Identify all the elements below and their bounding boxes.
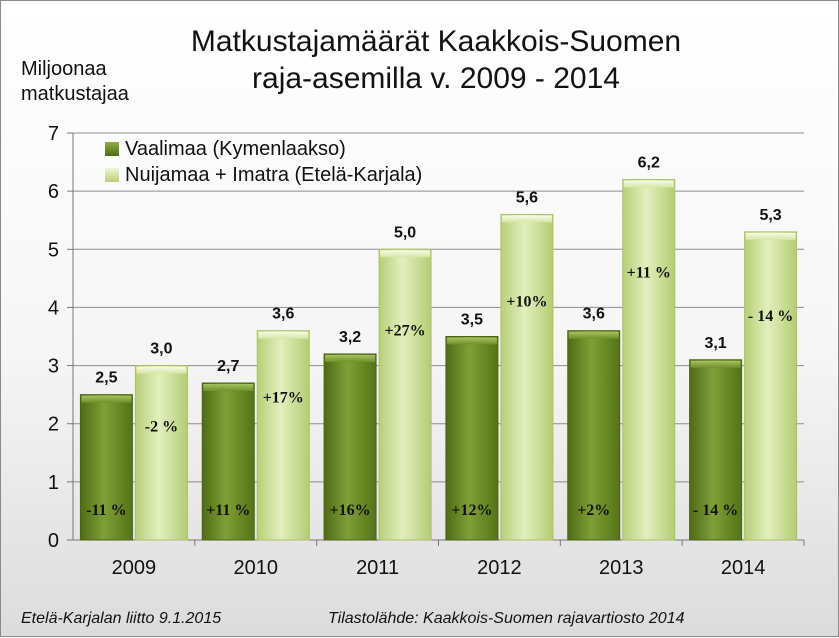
y-tick-label-2: 2 (48, 414, 59, 436)
bar-bevel-nuijamaa-imatra-2009 (136, 366, 187, 374)
value-label-vaalimaa-2013: 3,6 (583, 306, 605, 323)
chart-title-line1: Matkustajamäärät Kaakkois-Suomen (190, 25, 682, 58)
x-tick-label-2012: 2012 (477, 557, 522, 579)
bar-nuijamaa-imatra-2013 (622, 179, 676, 541)
bar-vaalimaa-2013 (567, 330, 621, 541)
change-label-vaalimaa-2012: +12% (451, 502, 492, 519)
bar-bevel-nuijamaa-imatra-2012 (501, 215, 552, 223)
bar-vaalimaa-2010 (201, 382, 255, 541)
value-label-vaalimaa-2009: 2,5 (95, 370, 117, 387)
x-tick-label-2014: 2014 (721, 557, 766, 579)
chart-title-line2: raja-asemilla v. 2009 - 2014 (252, 62, 620, 95)
bar-bevel-vaalimaa-2011 (325, 354, 376, 362)
bar-bevel-vaalimaa-2009 (81, 395, 132, 403)
y-tick-label-7: 7 (48, 123, 59, 145)
value-label-nuijamaa-imatra-2010: 3,6 (272, 306, 294, 323)
grid-layer: 0 1 2 3 4 5 6 7 (48, 123, 805, 552)
y-axis-unit-label: Miljoonaa matkustajaa (21, 57, 129, 107)
y-tick-label-3: 3 (48, 356, 59, 378)
legend-label-nuijamaa-imatra: Nuijamaa + Imatra (Etelä-Karjala) (125, 163, 423, 186)
bar-bevel-vaalimaa-2010 (203, 384, 254, 392)
change-label-vaalimaa-2010: +11 % (206, 502, 250, 519)
value-label-nuijamaa-imatra-2013: 6,2 (638, 155, 660, 172)
bar-bevel-vaalimaa-2013 (568, 331, 619, 339)
change-label-nuijamaa-imatra-2014: - 14 % (748, 308, 793, 325)
value-label-nuijamaa-imatra-2012: 5,6 (516, 189, 538, 206)
legend-item-nuijamaa-imatra: Nuijamaa + Imatra (Etelä-Karjala) (105, 162, 422, 188)
value-label-vaalimaa-2012: 3,5 (461, 312, 483, 329)
y-tick-label-0: 0 (48, 530, 59, 552)
bar-layer (79, 179, 798, 541)
legend-label-vaalimaa: Vaalimaa (Kymenlaakso) (125, 137, 346, 160)
bar-bevel-nuijamaa-imatra-2014 (745, 232, 796, 240)
value-label-nuijamaa-imatra-2014: 5,3 (759, 207, 781, 224)
legend-swatch-vaalimaa (105, 142, 119, 156)
footer-statistics-source: Tilastolähde: Kaakkois-Suomen rajavartio… (328, 610, 685, 627)
value-label-vaalimaa-2014: 3,1 (704, 335, 726, 352)
change-label-nuijamaa-imatra-2009: -2 % (145, 419, 178, 436)
y-axis-unit-line1: Miljoonaa (21, 58, 107, 80)
value-label-nuijamaa-imatra-2009: 3,0 (150, 341, 172, 358)
bar-vaalimaa-2009 (79, 394, 133, 541)
y-tick-label-1: 1 (48, 472, 59, 494)
chart-title: Matkustajamäärät Kaakkois-Suomen raja-as… (111, 23, 761, 97)
change-label-nuijamaa-imatra-2010: +17% (263, 390, 304, 407)
change-label-nuijamaa-imatra-2011: +27% (385, 322, 426, 339)
change-label-vaalimaa-2009: -11 % (86, 502, 126, 519)
bar-nuijamaa-imatra-2011 (378, 248, 432, 541)
y-tick-label-4: 4 (48, 297, 59, 319)
change-label-vaalimaa-2013: +2% (577, 502, 610, 519)
bar-nuijamaa-imatra-2010 (256, 330, 310, 541)
value-label-nuijamaa-imatra-2011: 5,0 (394, 224, 416, 241)
change-label-nuijamaa-imatra-2013: +11 % (627, 265, 671, 282)
bar-nuijamaa-imatra-2012 (500, 213, 554, 541)
y-tick-label-6: 6 (48, 181, 59, 203)
value-label-vaalimaa-2010: 2,7 (217, 358, 239, 375)
y-axis-unit-line2: matkustajaa (21, 83, 129, 105)
bar-nuijamaa-imatra-2014 (744, 231, 798, 541)
legend-swatch-nuijamaa-imatra (105, 168, 119, 182)
x-tick-label-2011: 2011 (356, 557, 399, 579)
bar-bevel-nuijamaa-imatra-2010 (258, 331, 309, 339)
footer-source-organization: Etelä-Karjalan liitto 9.1.2015 (21, 610, 222, 627)
label-layer: 2009 2,5 -11 % 3,0 -2 % 2010 2,7 +11 % 3,6 +17% 20… (86, 155, 793, 579)
bar-vaalimaa-2014 (689, 359, 743, 541)
change-label-vaalimaa-2014: - 14 % (693, 502, 738, 519)
legend-item-vaalimaa: Vaalimaa (Kymenlaakso) (105, 136, 422, 162)
x-tick-label-2009: 2009 (112, 557, 157, 579)
bar-bevel-nuijamaa-imatra-2013 (623, 180, 674, 188)
x-tick-label-2010: 2010 (234, 557, 279, 579)
legend: Vaalimaa (Kymenlaakso) Nuijamaa + Imatra… (105, 136, 422, 188)
bar-bevel-vaalimaa-2014 (690, 360, 741, 368)
bar-vaalimaa-2011 (323, 353, 377, 541)
bar-bevel-nuijamaa-imatra-2011 (380, 250, 431, 258)
change-label-nuijamaa-imatra-2012: +10% (506, 293, 547, 310)
bar-vaalimaa-2012 (445, 336, 499, 541)
change-label-vaalimaa-2011: +16% (330, 502, 371, 519)
bar-nuijamaa-imatra-2009 (134, 365, 188, 541)
value-label-vaalimaa-2011: 3,2 (339, 329, 361, 346)
bar-bevel-vaalimaa-2012 (446, 337, 497, 345)
x-tick-label-2013: 2013 (599, 557, 644, 579)
y-tick-label-5: 5 (48, 239, 59, 261)
